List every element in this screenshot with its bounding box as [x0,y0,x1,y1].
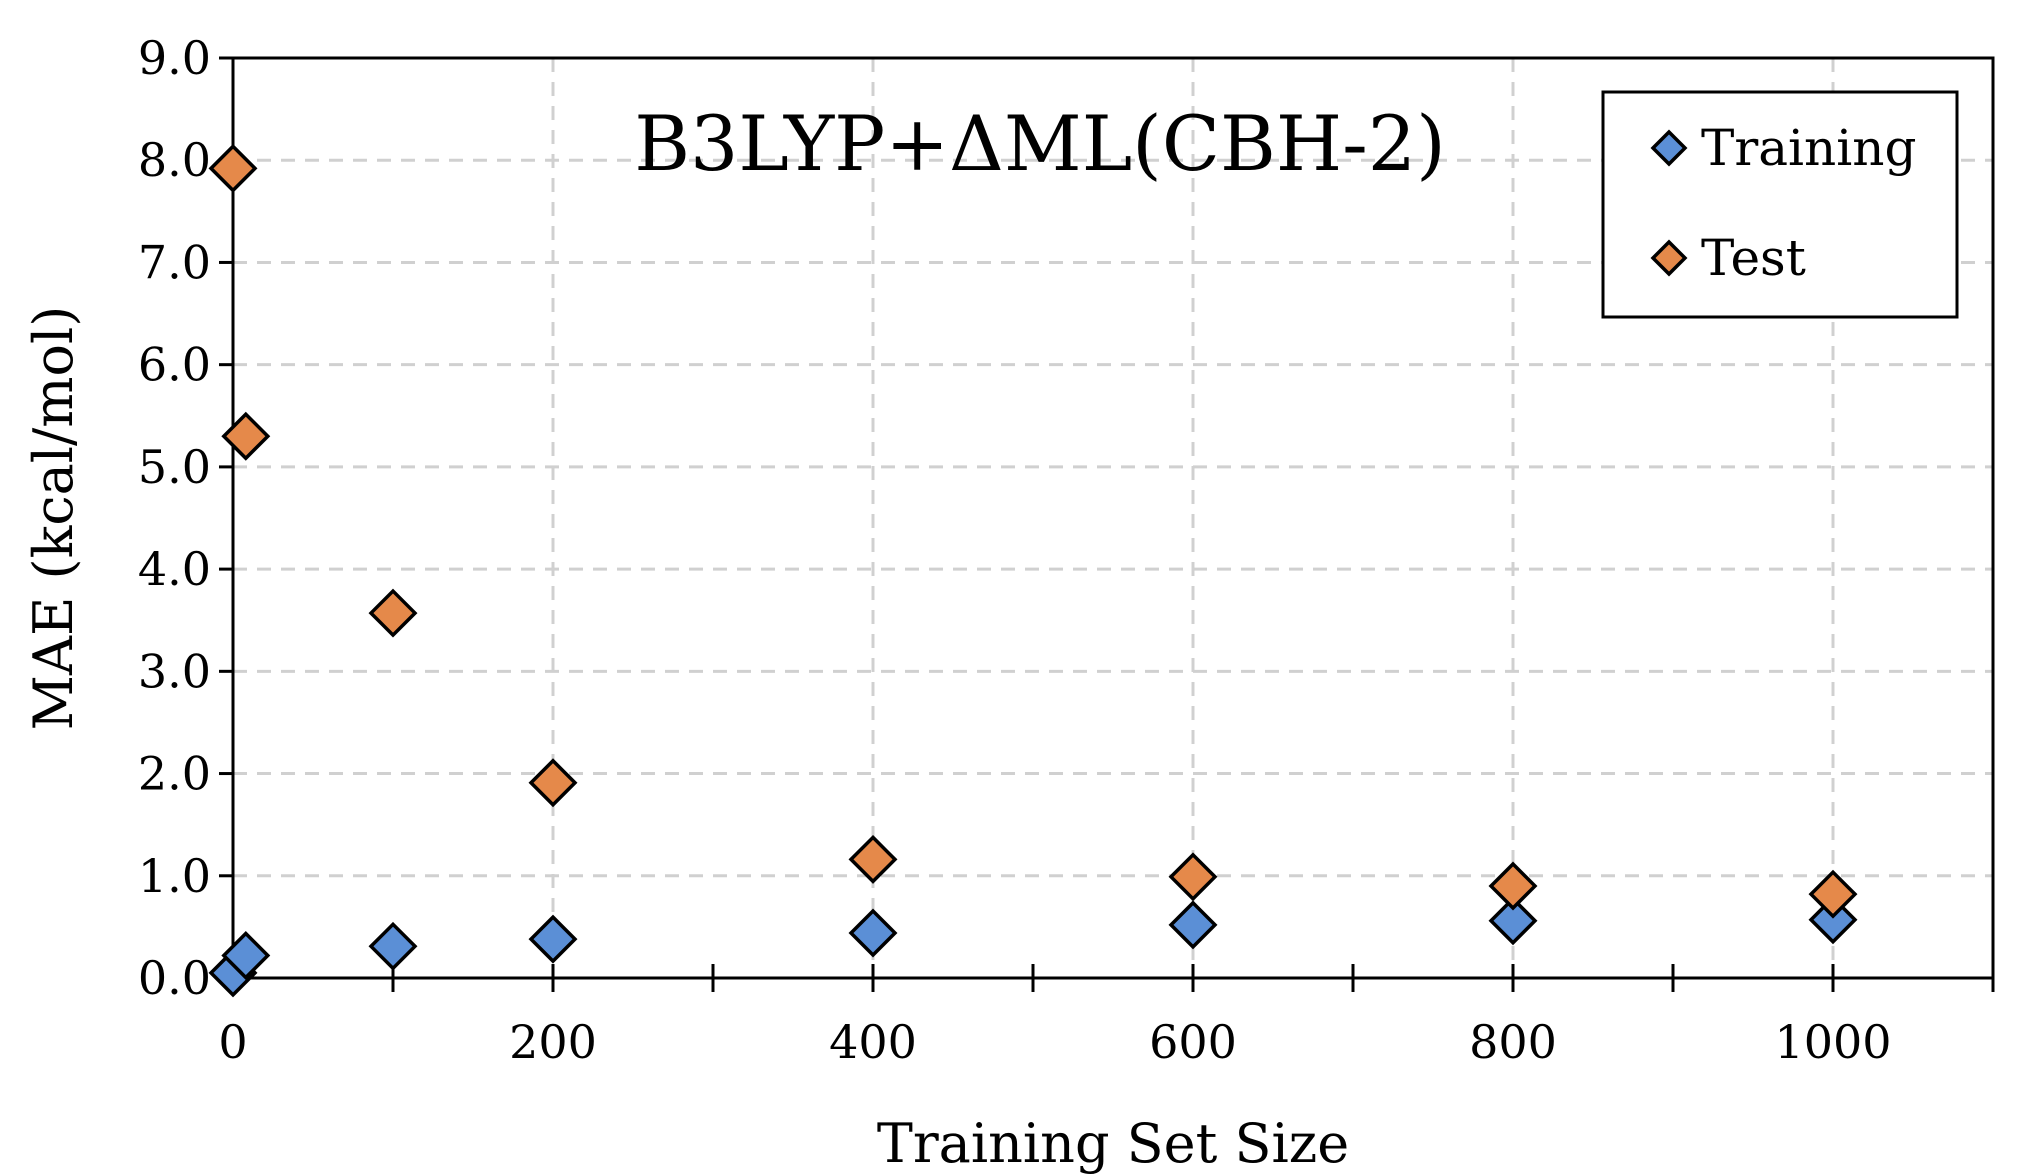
x-tick-label: 0 [218,1015,247,1069]
y-tick-label: 0.0 [138,951,211,1005]
legend: Training Test [1601,90,1959,319]
test-point [368,588,418,638]
training-point [1168,900,1218,950]
x-tick-label: 800 [1469,1015,1557,1069]
test-point [1488,861,1538,911]
y-tick-label: 4.0 [138,542,211,596]
y-tick-label: 9.0 [138,31,211,85]
x-tick-label: 600 [1149,1015,1237,1069]
y-tick-label: 3.0 [138,644,211,698]
legend-label-test: Test [1701,229,1806,287]
y-tick-label: 8.0 [138,133,211,187]
training-point [1808,895,1858,945]
training-point [221,931,271,980]
y-axis-title: MAE (kcal/mol) [22,306,85,731]
test-point [208,143,258,193]
y-tick-label: 6.0 [138,338,211,392]
training-point [1488,896,1538,946]
x-tick-label: 400 [829,1015,917,1069]
legend-label-training: Training [1701,119,1916,177]
axes: 0.0 1.0 2.0 3.0 4.0 5.0 6.0 7.0 8.0 9.0 0 200 400 600… [138,31,1995,1069]
test-point [221,411,271,461]
test-point [848,834,898,884]
training-point [848,908,898,958]
x-tick-label: 1000 [1774,1015,1891,1069]
data-points [208,143,1858,998]
test-point [528,758,578,808]
training-point [528,914,578,964]
x-tick-label: 200 [509,1015,597,1069]
y-tick-label: 1.0 [138,849,211,903]
y-tick-label: 5.0 [138,440,211,494]
plot-frame [231,56,1995,980]
legend-box [1601,90,1959,319]
x-axis-title: Training Set Size [877,1112,1349,1175]
training-point [368,921,418,971]
test-point [1168,852,1218,902]
legend-marker-test [1650,239,1688,277]
legend-marker-training [1650,129,1688,167]
y-tick-label: 7.0 [138,235,211,289]
test-point [1808,869,1858,919]
y-tick-label: 2.0 [138,747,211,801]
chart-title: B3LYP+ΔML(CBH-2) [634,99,1446,188]
